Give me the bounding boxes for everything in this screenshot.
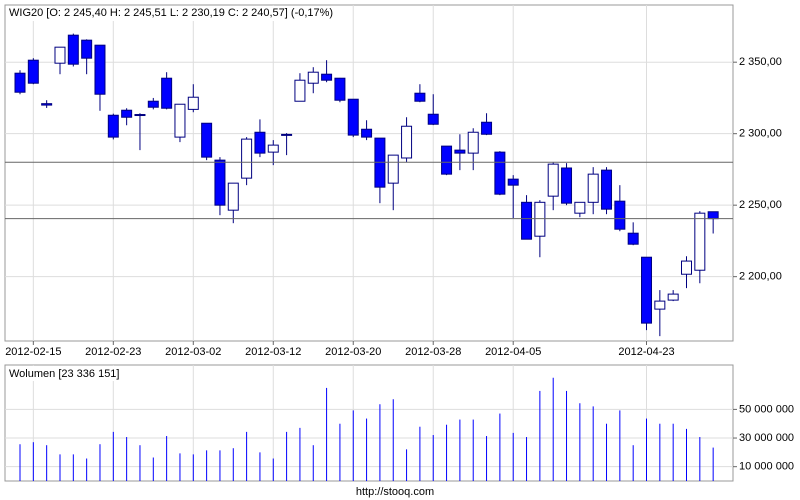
candle-body xyxy=(307,71,319,84)
x-tick-label: 2012-04-05 xyxy=(485,346,541,358)
candle-body xyxy=(614,200,626,230)
candle-body xyxy=(54,46,66,64)
candle-body xyxy=(147,100,159,108)
candle-body xyxy=(574,201,586,214)
y-tick-label: 2 350,00 xyxy=(739,56,782,68)
candle-body xyxy=(561,167,573,204)
candle-body xyxy=(641,256,653,324)
candle-body xyxy=(81,39,93,59)
candle-body xyxy=(507,178,519,186)
candle-body xyxy=(321,73,333,81)
candle-body xyxy=(121,109,133,118)
candle-body xyxy=(441,145,453,175)
candle-body xyxy=(107,114,119,138)
y-tick-label: 50 000 000 xyxy=(739,403,794,415)
candle-body xyxy=(467,131,479,154)
title-bg xyxy=(6,6,336,21)
x-tick-label: 2012-04-23 xyxy=(618,346,674,358)
volume-panel xyxy=(4,364,734,482)
volume-title-bg xyxy=(6,366,116,381)
candle-body xyxy=(187,96,199,110)
y-tick-label: 30 000 000 xyxy=(739,432,794,444)
candle-body xyxy=(201,122,213,158)
candle-body xyxy=(681,260,692,275)
candle-body xyxy=(334,77,346,101)
candle-body xyxy=(67,34,79,65)
candle-body xyxy=(667,293,679,301)
candle-body xyxy=(267,144,279,153)
x-tick-label: 2012-03-02 xyxy=(165,346,221,358)
candle-body xyxy=(347,98,359,136)
candle-body xyxy=(427,113,439,125)
candle-body xyxy=(494,151,506,195)
candle-body xyxy=(214,159,226,206)
candle-body xyxy=(547,163,559,197)
y-tick-label: 2 250,00 xyxy=(739,199,782,211)
y-tick-label: 2 200,00 xyxy=(739,271,782,283)
y-tick-label: 10 000 000 xyxy=(739,461,794,473)
candle-body xyxy=(281,133,293,136)
candle-body xyxy=(241,138,253,179)
x-tick-label: 2012-03-20 xyxy=(325,346,381,358)
candle-body xyxy=(707,211,719,220)
candle-body xyxy=(534,201,546,237)
candle-body xyxy=(294,79,306,102)
y-tick-label: 2 300,00 xyxy=(739,128,782,140)
chart-title: WIG20 [O: 2 245,40 H: 2 245,51 L: 2 230,… xyxy=(9,7,333,19)
candle-body xyxy=(521,201,533,240)
candle-body xyxy=(601,169,613,210)
candle-body xyxy=(27,59,39,84)
candle-body xyxy=(627,232,639,245)
candle-body xyxy=(587,173,599,203)
candle-body xyxy=(401,125,413,159)
candle-body xyxy=(481,121,493,135)
candle-body xyxy=(14,72,26,93)
candle-body xyxy=(94,44,106,95)
candle-body xyxy=(161,77,173,109)
price-panel xyxy=(4,4,734,342)
x-tick-label: 2012-03-12 xyxy=(245,346,301,358)
candle-body xyxy=(454,149,466,154)
footer: http://stooq.com xyxy=(356,486,434,498)
candle-body xyxy=(694,212,706,271)
x-tick-label: 2012-02-15 xyxy=(5,346,61,358)
x-tick-label: 2012-02-23 xyxy=(85,346,141,358)
candle-body xyxy=(134,114,146,117)
candle-body xyxy=(174,103,186,138)
candle-body xyxy=(387,154,399,184)
candle-body xyxy=(414,92,426,102)
candle-body xyxy=(361,128,373,138)
candle-body xyxy=(254,131,266,154)
candle-body xyxy=(654,300,666,310)
candle-body xyxy=(41,103,53,106)
volume-title: Wolumen [23 336 151] xyxy=(9,368,119,380)
candle-body xyxy=(227,182,239,211)
marks: 2 200,00 2 250,00 2 300,00 2 350,00 10 000 0… xyxy=(5,5,794,481)
x-tick-label: 2012-03-28 xyxy=(405,346,461,358)
